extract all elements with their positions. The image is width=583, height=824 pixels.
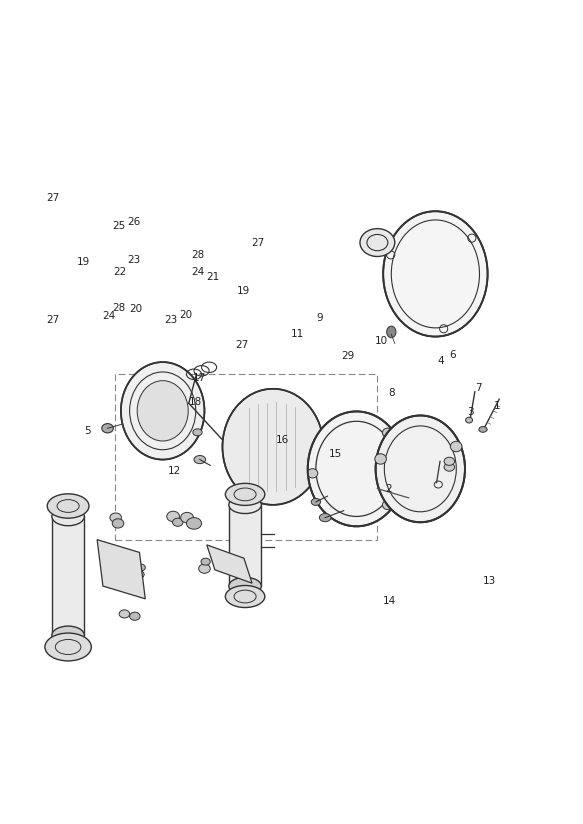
- Text: 8: 8: [388, 388, 395, 399]
- Text: 27: 27: [46, 316, 59, 325]
- Text: 23: 23: [164, 316, 177, 325]
- Text: 27: 27: [236, 340, 249, 350]
- Ellipse shape: [356, 458, 375, 474]
- Text: 25: 25: [112, 222, 125, 232]
- Ellipse shape: [102, 424, 113, 433]
- Text: 19: 19: [77, 257, 90, 267]
- Text: 15: 15: [328, 449, 342, 459]
- Text: 6: 6: [449, 350, 456, 360]
- Text: 23: 23: [127, 255, 141, 265]
- Text: 14: 14: [382, 596, 396, 606]
- Ellipse shape: [119, 551, 133, 563]
- Ellipse shape: [382, 500, 393, 509]
- Text: 13: 13: [483, 577, 497, 587]
- Text: 21: 21: [206, 273, 220, 283]
- Ellipse shape: [52, 507, 85, 526]
- Text: 27: 27: [46, 194, 59, 204]
- Ellipse shape: [181, 513, 194, 522]
- Ellipse shape: [109, 572, 123, 583]
- Text: 1: 1: [494, 401, 501, 411]
- Ellipse shape: [308, 411, 405, 527]
- Ellipse shape: [466, 417, 473, 423]
- Ellipse shape: [231, 558, 245, 570]
- Text: 5: 5: [84, 425, 90, 436]
- Ellipse shape: [134, 570, 144, 578]
- Ellipse shape: [311, 499, 321, 505]
- Text: 2: 2: [386, 484, 392, 494]
- Text: 20: 20: [129, 304, 143, 314]
- Polygon shape: [229, 505, 261, 586]
- Ellipse shape: [137, 381, 188, 441]
- Text: 12: 12: [168, 466, 181, 476]
- Ellipse shape: [47, 494, 89, 518]
- Text: 27: 27: [251, 237, 265, 247]
- Ellipse shape: [375, 454, 387, 464]
- Ellipse shape: [99, 544, 110, 553]
- Text: 16: 16: [276, 435, 289, 445]
- Ellipse shape: [112, 519, 124, 528]
- Text: 24: 24: [191, 267, 204, 277]
- Ellipse shape: [173, 518, 183, 527]
- Polygon shape: [52, 517, 85, 635]
- Text: 24: 24: [102, 311, 115, 321]
- Text: 20: 20: [180, 310, 192, 320]
- Ellipse shape: [129, 612, 140, 620]
- Ellipse shape: [383, 211, 487, 336]
- Ellipse shape: [45, 633, 92, 661]
- Text: 29: 29: [342, 351, 355, 361]
- Ellipse shape: [444, 463, 455, 471]
- Ellipse shape: [444, 457, 455, 466]
- Ellipse shape: [194, 456, 206, 464]
- Text: 26: 26: [127, 217, 141, 227]
- Polygon shape: [97, 540, 145, 599]
- Text: 28: 28: [112, 302, 125, 312]
- Ellipse shape: [201, 558, 210, 565]
- Ellipse shape: [226, 586, 265, 607]
- Ellipse shape: [136, 564, 145, 571]
- Ellipse shape: [211, 550, 225, 562]
- Text: 22: 22: [114, 267, 127, 277]
- Text: 4: 4: [438, 356, 444, 366]
- Ellipse shape: [187, 517, 202, 529]
- Ellipse shape: [382, 428, 393, 438]
- Ellipse shape: [52, 626, 85, 644]
- Text: 3: 3: [467, 407, 473, 417]
- Text: 9: 9: [316, 313, 322, 323]
- Ellipse shape: [479, 427, 487, 433]
- Ellipse shape: [229, 578, 261, 595]
- Ellipse shape: [360, 228, 395, 256]
- Text: 19: 19: [237, 286, 251, 297]
- Text: 28: 28: [191, 250, 204, 260]
- Ellipse shape: [307, 469, 318, 478]
- Ellipse shape: [121, 362, 205, 460]
- Text: 18: 18: [189, 396, 202, 406]
- Ellipse shape: [223, 389, 324, 505]
- Polygon shape: [207, 545, 252, 583]
- Ellipse shape: [193, 428, 202, 436]
- Ellipse shape: [319, 513, 331, 522]
- Ellipse shape: [226, 484, 265, 505]
- Ellipse shape: [387, 326, 396, 338]
- Ellipse shape: [199, 564, 210, 574]
- Ellipse shape: [229, 496, 261, 513]
- Text: 7: 7: [475, 382, 482, 392]
- Text: 17: 17: [193, 373, 206, 383]
- Ellipse shape: [110, 513, 121, 522]
- Ellipse shape: [451, 442, 462, 452]
- Ellipse shape: [119, 610, 129, 618]
- Text: 11: 11: [291, 329, 304, 339]
- Ellipse shape: [375, 415, 465, 522]
- Ellipse shape: [167, 511, 180, 522]
- Text: 10: 10: [375, 336, 388, 346]
